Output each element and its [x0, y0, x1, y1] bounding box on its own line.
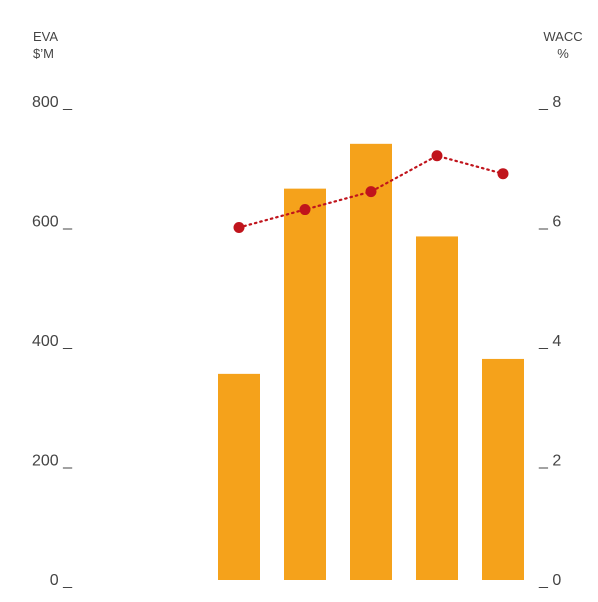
wacc-point	[497, 168, 509, 180]
right-tick-label: _ 8	[538, 94, 561, 111]
wacc-point	[233, 221, 245, 233]
wacc-point	[431, 150, 443, 162]
left-axis-title-line2: $’M	[33, 46, 54, 61]
left-axis-title-line1: EVA	[33, 29, 58, 44]
eva-bar	[350, 143, 392, 580]
wacc-point	[299, 204, 311, 216]
eva-bar	[284, 188, 326, 580]
left-tick-label: 800 _	[32, 94, 73, 111]
right-tick-label: _ 6	[538, 214, 561, 231]
right-axis-title-line2: %	[557, 46, 569, 61]
right-tick-label: _ 0	[538, 572, 561, 589]
right-axis-title-line1: WACC	[543, 29, 582, 44]
eva-bar	[218, 373, 260, 580]
left-tick-label: 0 _	[50, 572, 73, 589]
right-tick-label: _ 4	[538, 333, 561, 350]
left-tick-label: 600 _	[32, 214, 73, 231]
right-axis-ticks: _ 0 _ 2 _ 4 _ 6 _ 8	[538, 94, 561, 589]
right-tick-label: _ 2	[538, 453, 561, 470]
left-tick-label: 400 _	[32, 333, 73, 350]
wacc-line	[233, 150, 509, 233]
eva-bar	[416, 236, 458, 580]
eva-bar	[482, 358, 524, 580]
eva-bars	[218, 143, 524, 580]
wacc-point	[365, 186, 377, 198]
left-axis-ticks: 0 _ 200 _ 400 _ 600 _ 800 _	[32, 94, 73, 589]
left-tick-label: 200 _	[32, 453, 73, 470]
